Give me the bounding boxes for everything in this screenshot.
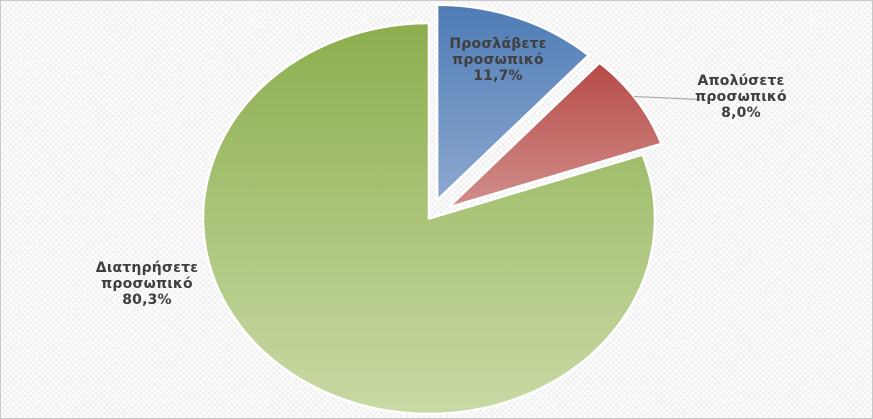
slice-label-percent: 8,0% [721,105,761,121]
pie-slice-hire-staff[interactable] [435,3,590,202]
slice-label-line1: Διατηρήσετε [95,260,199,276]
slice-label-keep-staff: Διατηρήσετε προσωπικό 80,3% [62,260,232,308]
slice-label-line1: Προσλάβετε [449,36,547,52]
slice-label-line1: Απολύσετε [697,73,785,89]
slice-label-line2: προσωπικό [452,52,544,68]
slice-label-line2: προσωπικό [695,89,787,105]
leader-line-fire-label [633,95,700,101]
pie-slice-keep-staff[interactable] [201,21,657,416]
slice-label-hire-staff: Προσλάβετε προσωπικό 11,7% [413,36,583,84]
slice-label-line2: προσωπικό [101,276,193,292]
slice-label-percent: 80,3% [122,292,172,308]
slice-label-fire-staff: Απολύσετε προσωπικό 8,0% [656,73,826,121]
slice-label-percent: 11,7% [473,68,523,84]
pie-slice-fire-staff[interactable] [446,61,663,209]
